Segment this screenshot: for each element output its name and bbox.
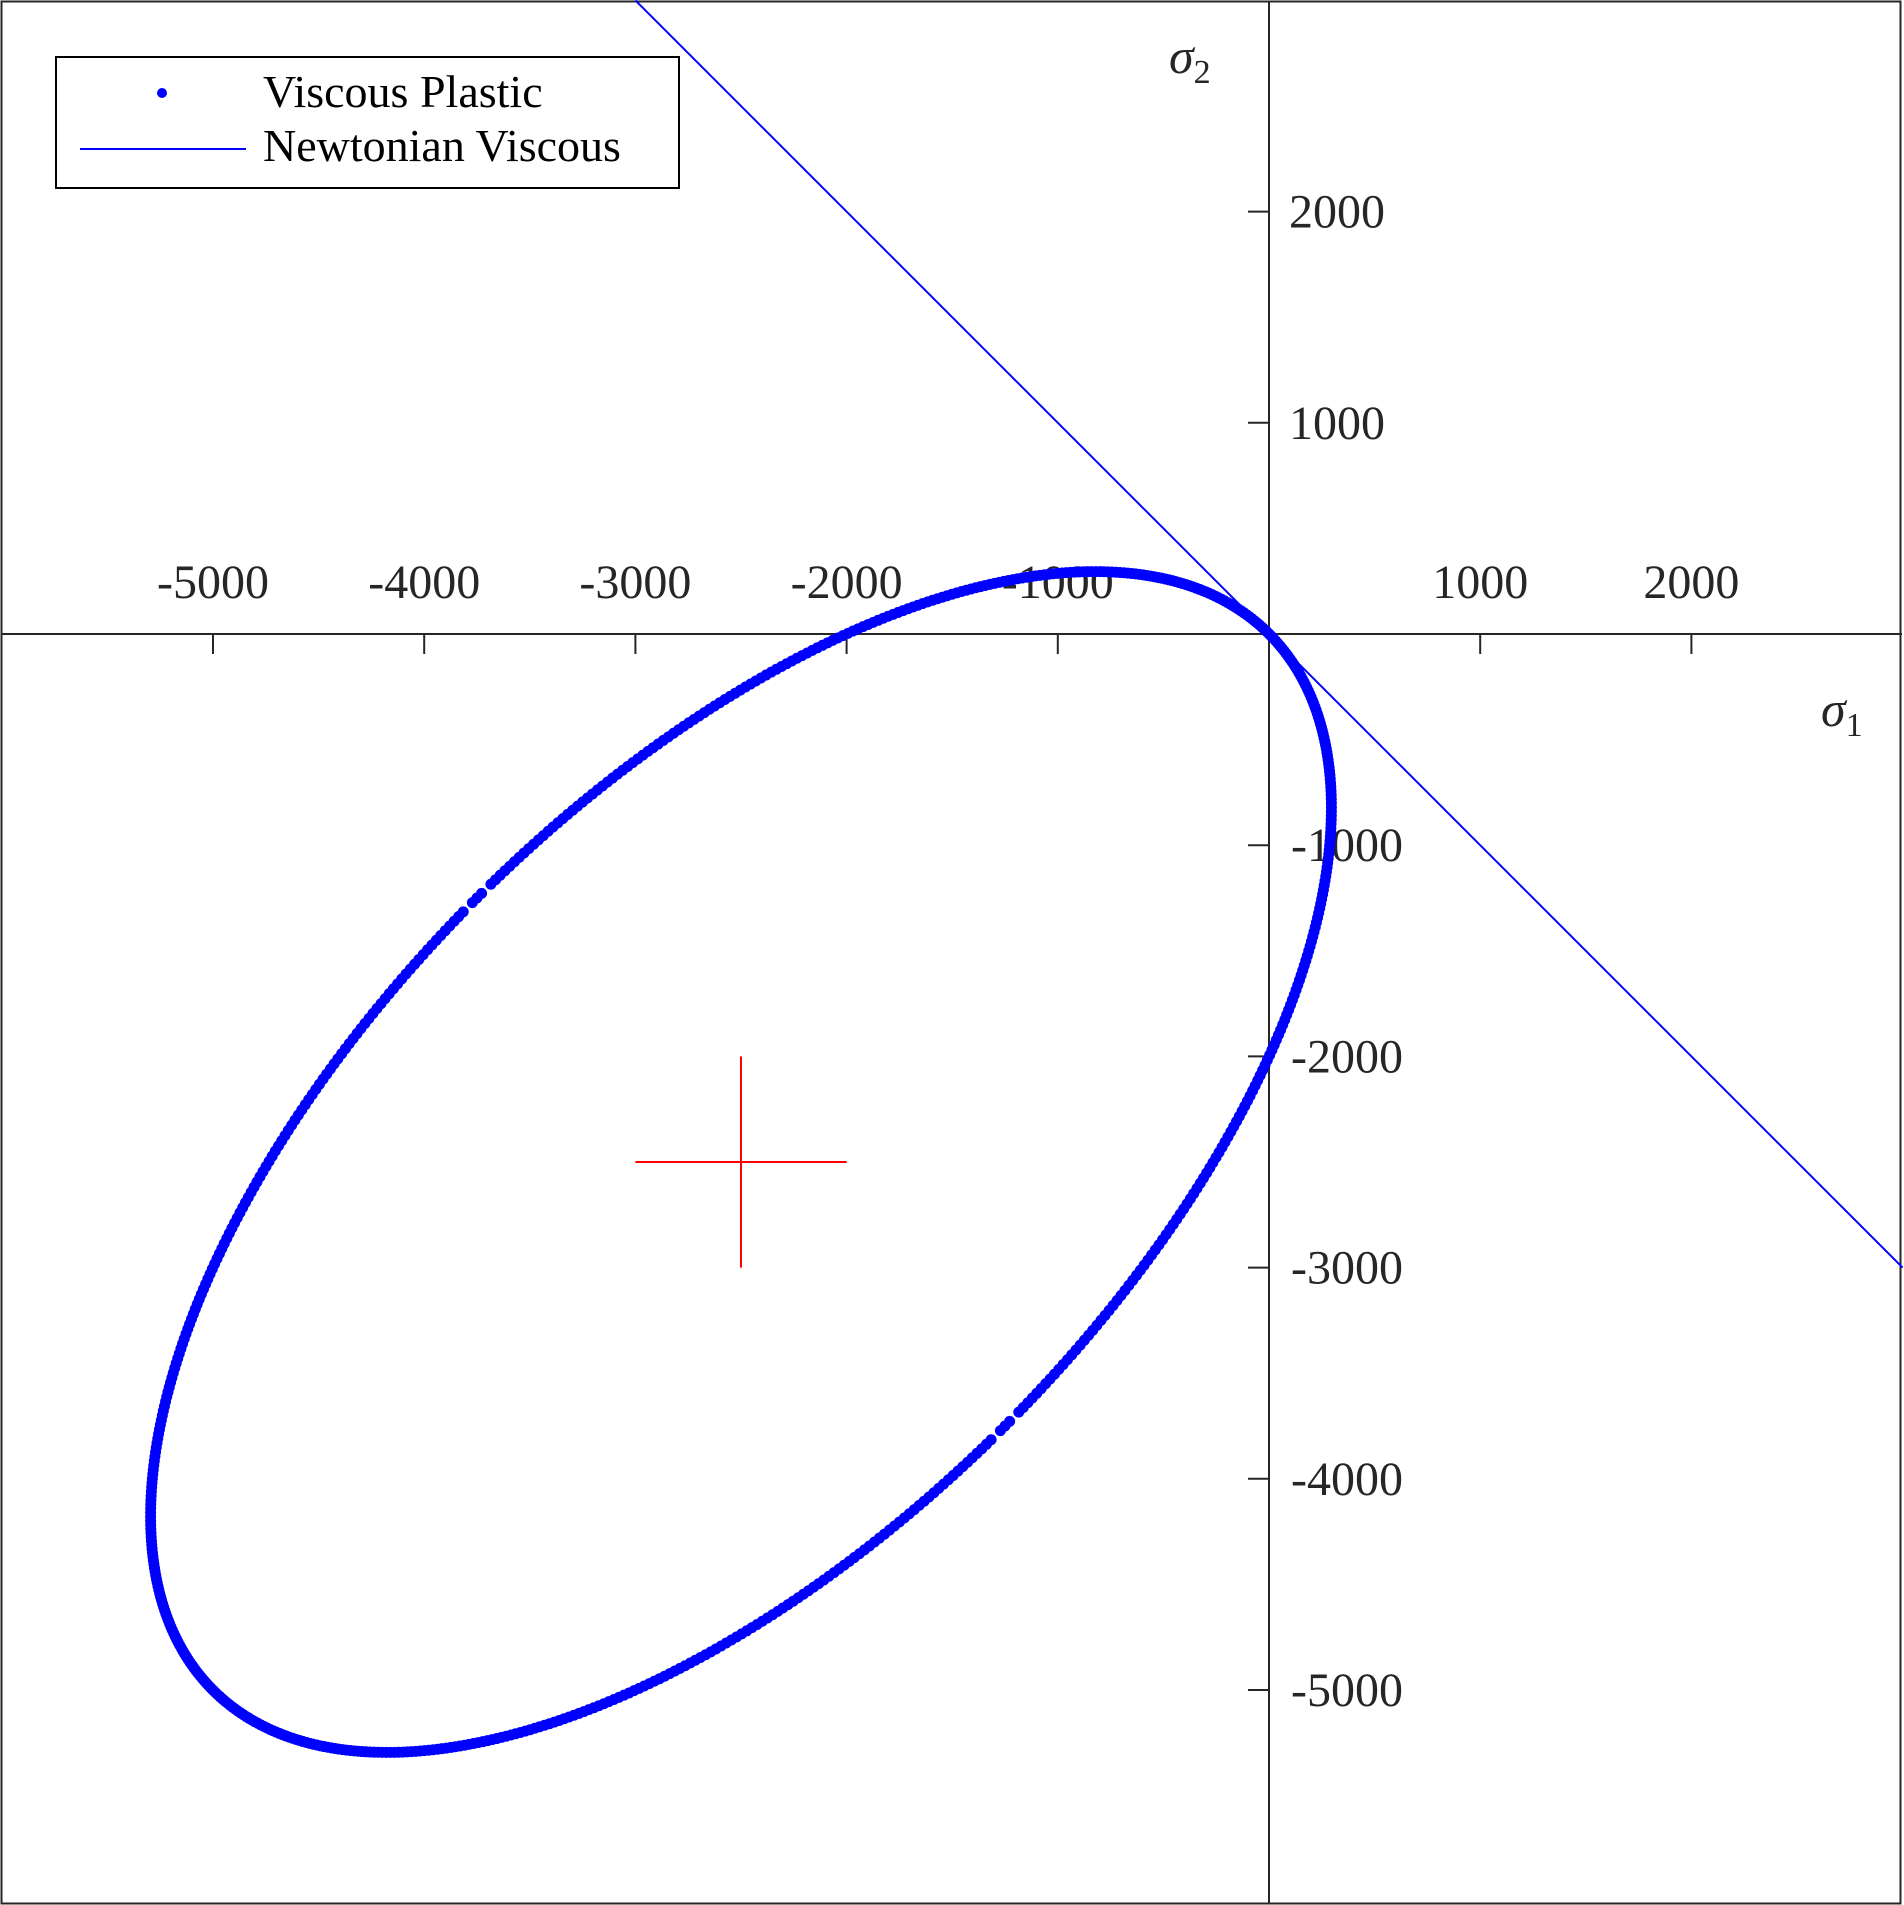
y-tick-label: -5000	[1291, 1664, 1403, 1717]
y-tick-label: 2000	[1289, 186, 1385, 239]
series-points-viscous-plastic	[145, 566, 1337, 1758]
x-tick-label: -5000	[157, 556, 269, 609]
x-tick-label: 2000	[1643, 556, 1739, 609]
legend-marker-viscous-plastic	[157, 88, 167, 98]
data-point	[1265, 630, 1277, 642]
y-tick-label: -4000	[1291, 1453, 1403, 1506]
y-tick-label: -3000	[1291, 1242, 1403, 1295]
series-layer	[145, 0, 1904, 1758]
data-point	[985, 1434, 997, 1446]
y-tick-label: -2000	[1291, 1030, 1403, 1083]
legend-label-newtonian-viscous: Newtonian Viscous	[263, 120, 621, 171]
x-tick-label: -2000	[791, 556, 903, 609]
legend-box	[55, 56, 680, 189]
legend: Viscous Plastic Newtonian Viscous	[55, 56, 680, 189]
y-tick-label: 1000	[1289, 397, 1385, 450]
x-tick-label: -4000	[368, 556, 480, 609]
y-tick-label: -1000	[1291, 819, 1403, 872]
x-tick-label: -3000	[579, 556, 691, 609]
data-point	[485, 878, 497, 890]
legend-label-viscous-plastic: Viscous Plastic	[263, 66, 543, 117]
data-point	[1004, 1415, 1016, 1427]
data-point	[466, 897, 478, 909]
x-tick-label: 1000	[1432, 556, 1528, 609]
